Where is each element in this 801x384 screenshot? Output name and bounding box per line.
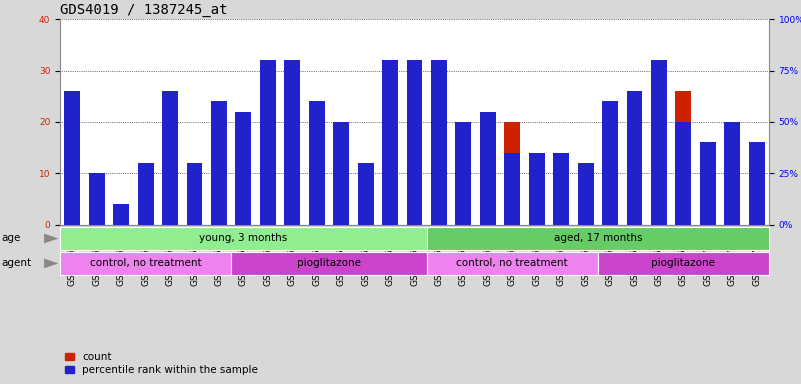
Bar (235, 112, 252, 225)
Bar (700, 173, 716, 225)
Text: age: age (2, 233, 21, 243)
Bar (309, 101, 324, 225)
Bar (309, 112, 324, 225)
Bar (578, 163, 594, 225)
Bar (553, 153, 570, 225)
Bar (480, 112, 496, 225)
Bar (431, 60, 447, 225)
Bar (456, 122, 471, 225)
Bar (675, 122, 691, 225)
Text: pioglitazone: pioglitazone (297, 258, 361, 268)
Bar (187, 163, 203, 225)
Bar (358, 163, 373, 225)
Bar (284, 60, 300, 225)
Bar (231, 252, 427, 275)
Bar (553, 189, 570, 225)
Bar (333, 122, 349, 225)
Bar (598, 252, 769, 275)
Bar (529, 153, 545, 225)
Bar (407, 60, 422, 225)
Bar (427, 252, 598, 275)
Bar (700, 142, 716, 225)
Bar (602, 202, 618, 225)
Text: young, 3 months: young, 3 months (199, 233, 288, 243)
Bar (505, 153, 520, 225)
Bar (89, 184, 105, 225)
Bar (382, 163, 398, 225)
Polygon shape (44, 233, 58, 243)
Bar (162, 91, 178, 225)
Text: GDS4019 / 1387245_at: GDS4019 / 1387245_at (60, 3, 227, 17)
Bar (260, 60, 276, 225)
Bar (60, 227, 427, 250)
Bar (211, 101, 227, 225)
Legend: count, percentile rank within the sample: count, percentile rank within the sample (66, 352, 258, 375)
Bar (60, 252, 231, 275)
Text: agent: agent (2, 258, 32, 268)
Bar (749, 142, 765, 225)
Bar (260, 60, 276, 225)
Bar (64, 91, 80, 225)
Bar (456, 168, 471, 225)
Bar (529, 161, 545, 225)
Bar (211, 101, 227, 225)
Polygon shape (44, 258, 58, 268)
Bar (651, 60, 667, 225)
Bar (724, 122, 740, 225)
Bar (162, 96, 178, 225)
Text: control, no treatment: control, no treatment (90, 258, 201, 268)
Text: control, no treatment: control, no treatment (457, 258, 568, 268)
Bar (749, 145, 765, 225)
Bar (113, 220, 129, 225)
Text: pioglitazone: pioglitazone (651, 258, 715, 268)
Bar (138, 163, 154, 225)
Bar (407, 137, 422, 225)
Bar (187, 168, 203, 225)
Bar (675, 91, 691, 225)
Bar (235, 150, 252, 225)
Text: aged, 17 months: aged, 17 months (553, 233, 642, 243)
Bar (602, 101, 618, 225)
Bar (431, 71, 447, 225)
Bar (626, 179, 642, 225)
Bar (89, 173, 105, 225)
Bar (113, 204, 129, 225)
Bar (626, 91, 642, 225)
Bar (651, 65, 667, 225)
Bar (480, 112, 496, 225)
Bar (427, 227, 769, 250)
Bar (724, 142, 740, 225)
Bar (284, 65, 300, 225)
Bar (358, 163, 373, 225)
Bar (64, 91, 80, 225)
Bar (505, 122, 520, 225)
Bar (382, 60, 398, 225)
Bar (138, 181, 154, 225)
Bar (578, 168, 594, 225)
Bar (333, 147, 349, 225)
